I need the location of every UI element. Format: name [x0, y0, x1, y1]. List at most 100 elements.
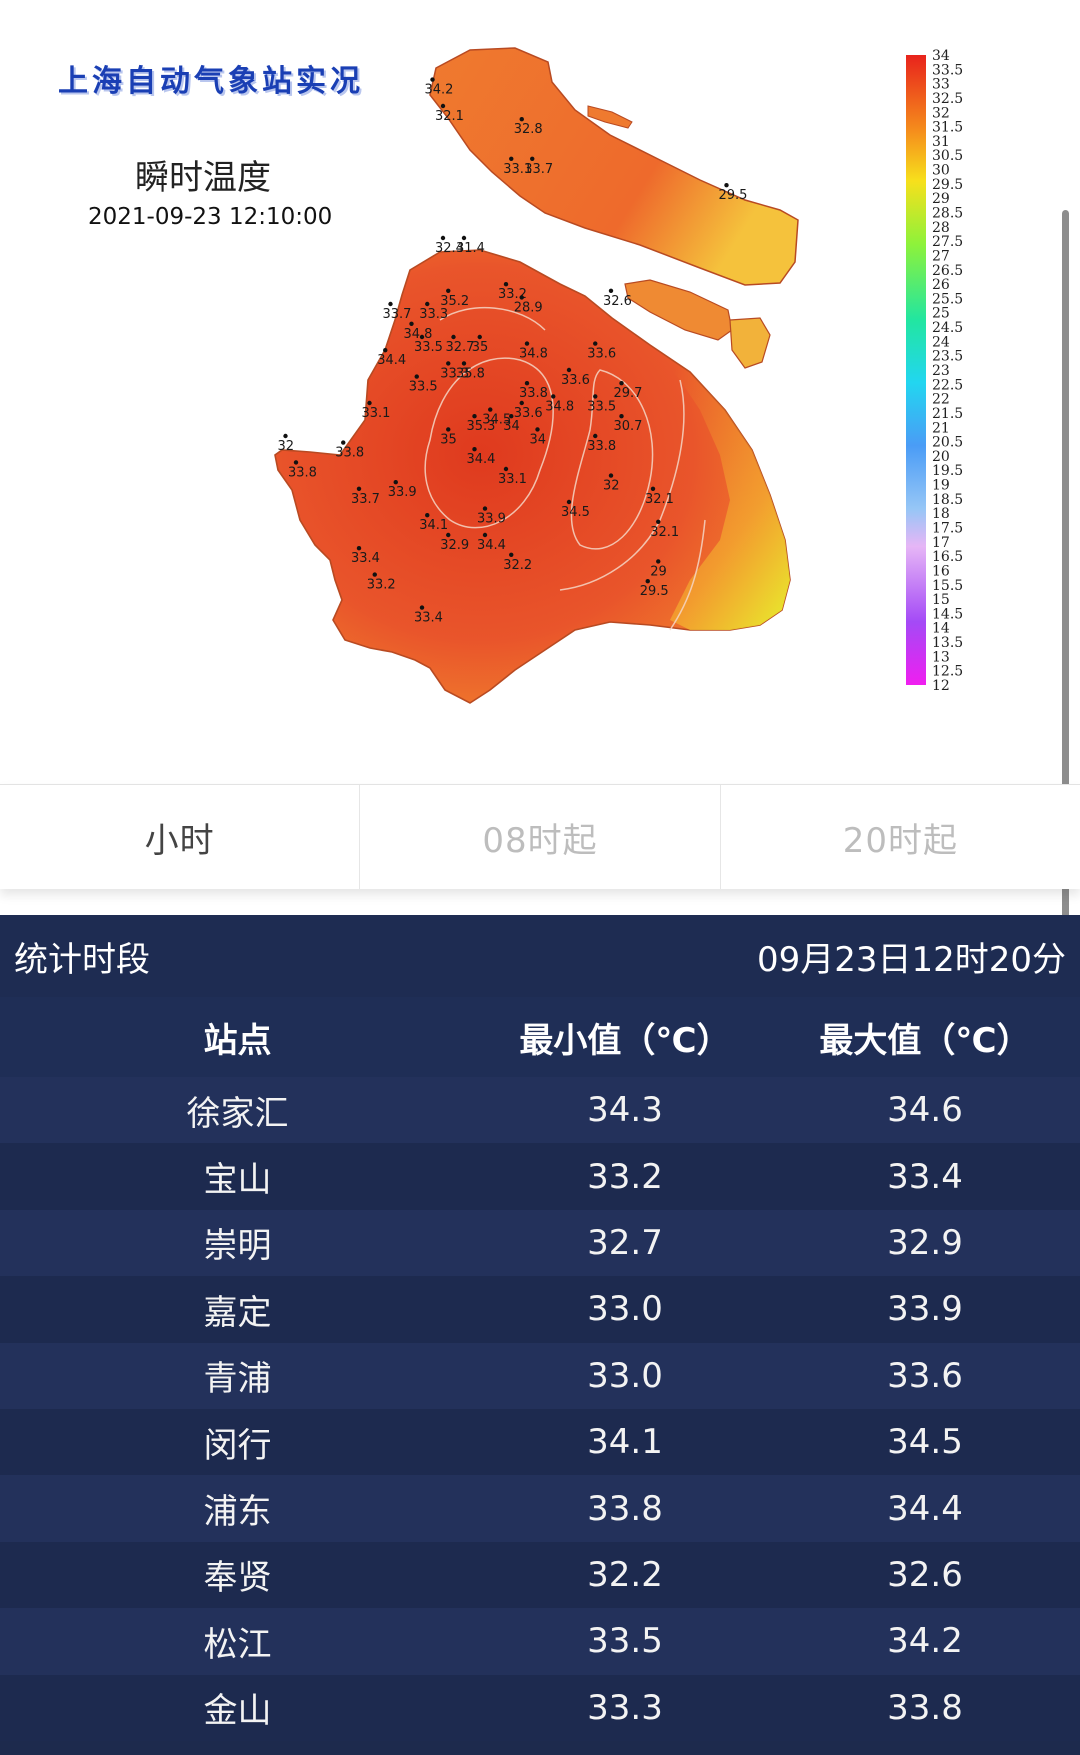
cell-max: 32.9 [887, 1222, 963, 1263]
station-dot [419, 334, 425, 340]
station-temp-label: 35.2 [440, 294, 469, 309]
station-dot [608, 473, 614, 478]
station-temp-label: 32.9 [440, 538, 469, 553]
station-temp-label: 29 [650, 564, 667, 579]
station-dot [619, 414, 624, 419]
station-dot [656, 559, 661, 564]
warm-east-zone [650, 345, 790, 630]
station-dot [519, 117, 524, 122]
table-row: 金山 33.3 33.8 [0, 1674, 1080, 1741]
tab-from-20[interactable]: 20时起 [842, 820, 958, 861]
station-temp-label: 32.1 [645, 492, 674, 507]
tab-hourly[interactable]: 小时 [0, 785, 361, 889]
scale-tick-label: 19.5 [932, 463, 963, 479]
station-temp-label: 33.3 [419, 307, 448, 322]
scale-tick-label: 33.5 [932, 62, 963, 78]
station-temp-label: 32 [278, 439, 295, 454]
station-temp-label: 32.4 [435, 241, 464, 256]
table-row: 徐家汇 34.3 34.6 [0, 1077, 1080, 1144]
scale-tick-label: 18.5 [932, 492, 963, 508]
station-temp-label: 33.2 [498, 287, 527, 302]
station-temp-label: 32 [603, 479, 620, 494]
station-temp-label: 33.2 [367, 578, 396, 593]
station-temp-label: 34 [530, 432, 547, 447]
scale-tick-label: 26 [932, 277, 950, 293]
station-dot [293, 460, 299, 465]
scale-tick-label: 24.5 [932, 320, 963, 336]
cell-station: 徐家汇 [186, 1093, 289, 1134]
station-temp-label: 34 [503, 419, 520, 434]
scale-tick-label: 14 [932, 621, 950, 637]
station-temp-label: 32.1 [650, 525, 679, 540]
station-temp-label: 32.2 [503, 558, 532, 573]
station-dot [425, 301, 430, 307]
station-temp-label: 33.1 [503, 162, 532, 177]
scale-tick-label: 16.5 [932, 549, 963, 565]
station-dot [383, 348, 388, 353]
cell-station: 奉贤 [203, 1558, 272, 1599]
station-temp-label: 33.6 [514, 406, 543, 421]
station-dot [414, 374, 419, 379]
station-dot [425, 513, 430, 518]
scale-tick-label: 16 [932, 563, 950, 579]
station-dot [650, 486, 656, 491]
scale-tick-label: 23 [932, 363, 950, 379]
cell-max: 34.4 [887, 1488, 963, 1529]
station-dot [566, 367, 572, 373]
scale-tick-label: 23.5 [932, 349, 963, 365]
map-title: 上海自动气象站实况 [58, 64, 364, 99]
cell-min: 33.3 [587, 1687, 663, 1728]
station-temp-label: 34.4 [477, 538, 506, 553]
color-scale-bar [906, 55, 926, 685]
station-temp-label: 33.3 [440, 366, 469, 381]
scale-tick-label: 26.5 [932, 263, 963, 279]
station-temp-label: 33.7 [383, 307, 412, 322]
table-row: 宝山 33.2 33.4 [0, 1143, 1080, 1210]
scale-tick-label: 28 [932, 220, 950, 236]
station-dot [451, 334, 456, 340]
station-dot [409, 321, 414, 326]
station-dot [356, 486, 362, 491]
cell-station: 嘉定 [203, 1292, 272, 1333]
station-temp-label: 28.9 [514, 300, 543, 315]
station-dot [440, 103, 446, 109]
station-dot [519, 295, 524, 300]
station-dot [419, 605, 425, 610]
scale-tick-label: 29 [932, 191, 950, 207]
scale-tick-label: 15.5 [932, 578, 963, 594]
cell-station: 金山 [203, 1691, 272, 1732]
station-temp-label: 31.4 [456, 241, 485, 256]
station-temp-label: 29.7 [614, 386, 643, 401]
tab-from-08[interactable]: 08时起 [360, 785, 721, 889]
station-temp-label: 33.8 [335, 446, 364, 461]
cell-station: 青浦 [203, 1359, 272, 1400]
station-temp-label: 34.8 [404, 327, 433, 342]
scale-tick-label: 17.5 [932, 521, 963, 537]
station-dot [724, 183, 729, 188]
cell-max: 34.6 [887, 1090, 963, 1131]
station-temp-label: 34.5 [482, 413, 511, 428]
scale-tick-label: 18 [932, 506, 950, 522]
scale-tick-label: 13.5 [932, 635, 963, 651]
scale-tick-label: 20.5 [932, 435, 963, 451]
station-dot [430, 77, 435, 82]
table-row: 嘉定 33.0 33.9 [0, 1276, 1080, 1343]
station-dot [440, 235, 446, 241]
station-dot [372, 572, 377, 577]
table-row: 闵行 34.1 34.5 [0, 1408, 1080, 1476]
cell-station: 崇明 [203, 1226, 272, 1267]
station-temp-label: 33.5 [414, 340, 443, 355]
chongming-island [429, 47, 799, 286]
station-dot [446, 361, 451, 366]
scale-tick-label: 21.5 [932, 406, 963, 422]
cell-station: 浦东 [203, 1492, 272, 1533]
station-temp-label: 35.8 [456, 366, 485, 381]
scale-tick-label: 27.5 [932, 234, 963, 250]
station-dot [524, 341, 530, 346]
station-dot [608, 288, 614, 293]
cell-max: 33.9 [887, 1289, 963, 1330]
cell-min: 32.2 [587, 1554, 663, 1595]
station-temp-label: 33.6 [587, 347, 616, 362]
cell-max: 33.8 [887, 1687, 963, 1728]
stat-period-value: 09月23日12时20分 [756, 939, 1066, 980]
